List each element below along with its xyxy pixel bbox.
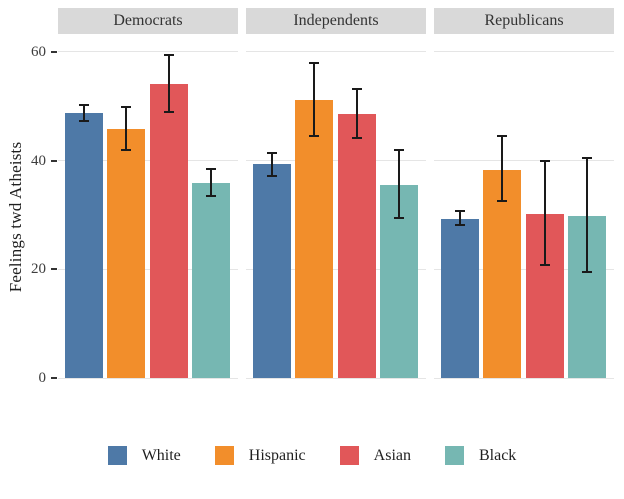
legend-swatch-black — [444, 446, 464, 465]
facet-independents: Independents — [246, 8, 426, 379]
y-tick-mark — [51, 50, 57, 53]
error-bar-cap — [351, 137, 362, 140]
gridline — [434, 51, 614, 53]
error-bar — [585, 158, 588, 273]
y-axis-title: Feelings twd Atheists — [6, 141, 25, 293]
bar-asian — [149, 84, 188, 378]
bar-black — [191, 182, 230, 378]
gridline — [246, 160, 426, 162]
facet-republicans: Republicans — [434, 8, 614, 379]
y-tick-label: 0 — [38, 370, 47, 386]
legend-swatch-asian — [339, 446, 359, 465]
legend-swatch-hispanic — [214, 446, 234, 465]
legend-item-asian: Asian — [339, 446, 411, 465]
legend-label: White — [141, 446, 181, 464]
facet-panel — [246, 34, 426, 379]
error-bar-cap — [79, 119, 89, 122]
gridline — [434, 160, 614, 162]
legend-label: Hispanic — [248, 446, 306, 464]
bar-white — [441, 218, 479, 378]
error-bar — [271, 153, 273, 176]
y-tick-label: 20 — [31, 261, 46, 278]
error-bar-cap — [393, 217, 404, 220]
bar-white — [65, 113, 103, 378]
bar-asian — [337, 114, 376, 378]
error-bar-cap — [163, 54, 174, 57]
facet-panel — [434, 34, 614, 379]
error-bar — [167, 55, 170, 113]
legend-swatch-white — [107, 446, 127, 465]
error-bar-cap — [497, 134, 508, 137]
error-bar-cap — [163, 111, 174, 114]
gridline — [246, 377, 426, 379]
gridline — [58, 377, 238, 379]
y-tick-label: 40 — [31, 152, 46, 169]
error-bar-cap — [497, 199, 508, 202]
error-bar-cap — [351, 88, 362, 91]
gridline — [246, 268, 426, 270]
error-bar — [397, 150, 400, 219]
error-bar-cap — [205, 194, 216, 197]
gridline — [58, 160, 238, 162]
legend: White Hispanic Asian Black — [0, 446, 624, 465]
error-bar — [125, 107, 128, 150]
bar-hispanic — [107, 128, 146, 378]
facet-panel — [58, 34, 238, 379]
bar-hispanic — [295, 100, 334, 378]
legend-item-hispanic: Hispanic — [214, 446, 306, 465]
error-bar-cap — [79, 104, 89, 107]
facet-strip: Democrats — [58, 8, 238, 34]
legend-item-black: Black — [444, 446, 517, 465]
y-tick-mark — [51, 268, 57, 271]
error-bar — [313, 62, 316, 136]
legend-label: Asian — [373, 446, 411, 464]
error-bar — [501, 135, 504, 201]
error-bar — [355, 89, 358, 139]
bar-white — [253, 164, 291, 378]
error-bar-cap — [455, 210, 465, 213]
gridline — [434, 377, 614, 379]
gridline — [58, 51, 238, 53]
bar-hispanic — [483, 169, 522, 378]
error-bar — [83, 105, 85, 121]
error-bar-cap — [393, 149, 404, 152]
error-bar-cap — [267, 174, 277, 177]
error-bar-cap — [581, 157, 592, 160]
y-tick-mark — [51, 159, 57, 162]
error-bar-cap — [455, 224, 465, 227]
facet-strip: Republicans — [434, 8, 614, 34]
y-tick-mark — [51, 377, 57, 379]
error-bar-cap — [539, 263, 550, 266]
error-bar-cap — [267, 152, 277, 155]
error-bar-cap — [205, 167, 216, 170]
error-bar-cap — [121, 106, 132, 109]
legend-label: Black — [478, 446, 517, 464]
error-bar-cap — [309, 61, 320, 64]
error-bar — [543, 160, 546, 265]
error-bar — [209, 168, 212, 196]
error-bar-cap — [309, 134, 320, 137]
error-bar-cap — [121, 148, 132, 151]
gridline — [434, 268, 614, 270]
gridline — [58, 268, 238, 270]
gridline — [246, 51, 426, 53]
facet-democrats: Democrats — [58, 8, 238, 379]
facet-strip: Independents — [246, 8, 426, 34]
legend-item-white: White — [107, 446, 181, 465]
error-bar-cap — [539, 159, 550, 162]
error-bar-cap — [581, 271, 592, 274]
y-tick-label: 60 — [31, 43, 46, 60]
error-bar — [459, 211, 461, 226]
